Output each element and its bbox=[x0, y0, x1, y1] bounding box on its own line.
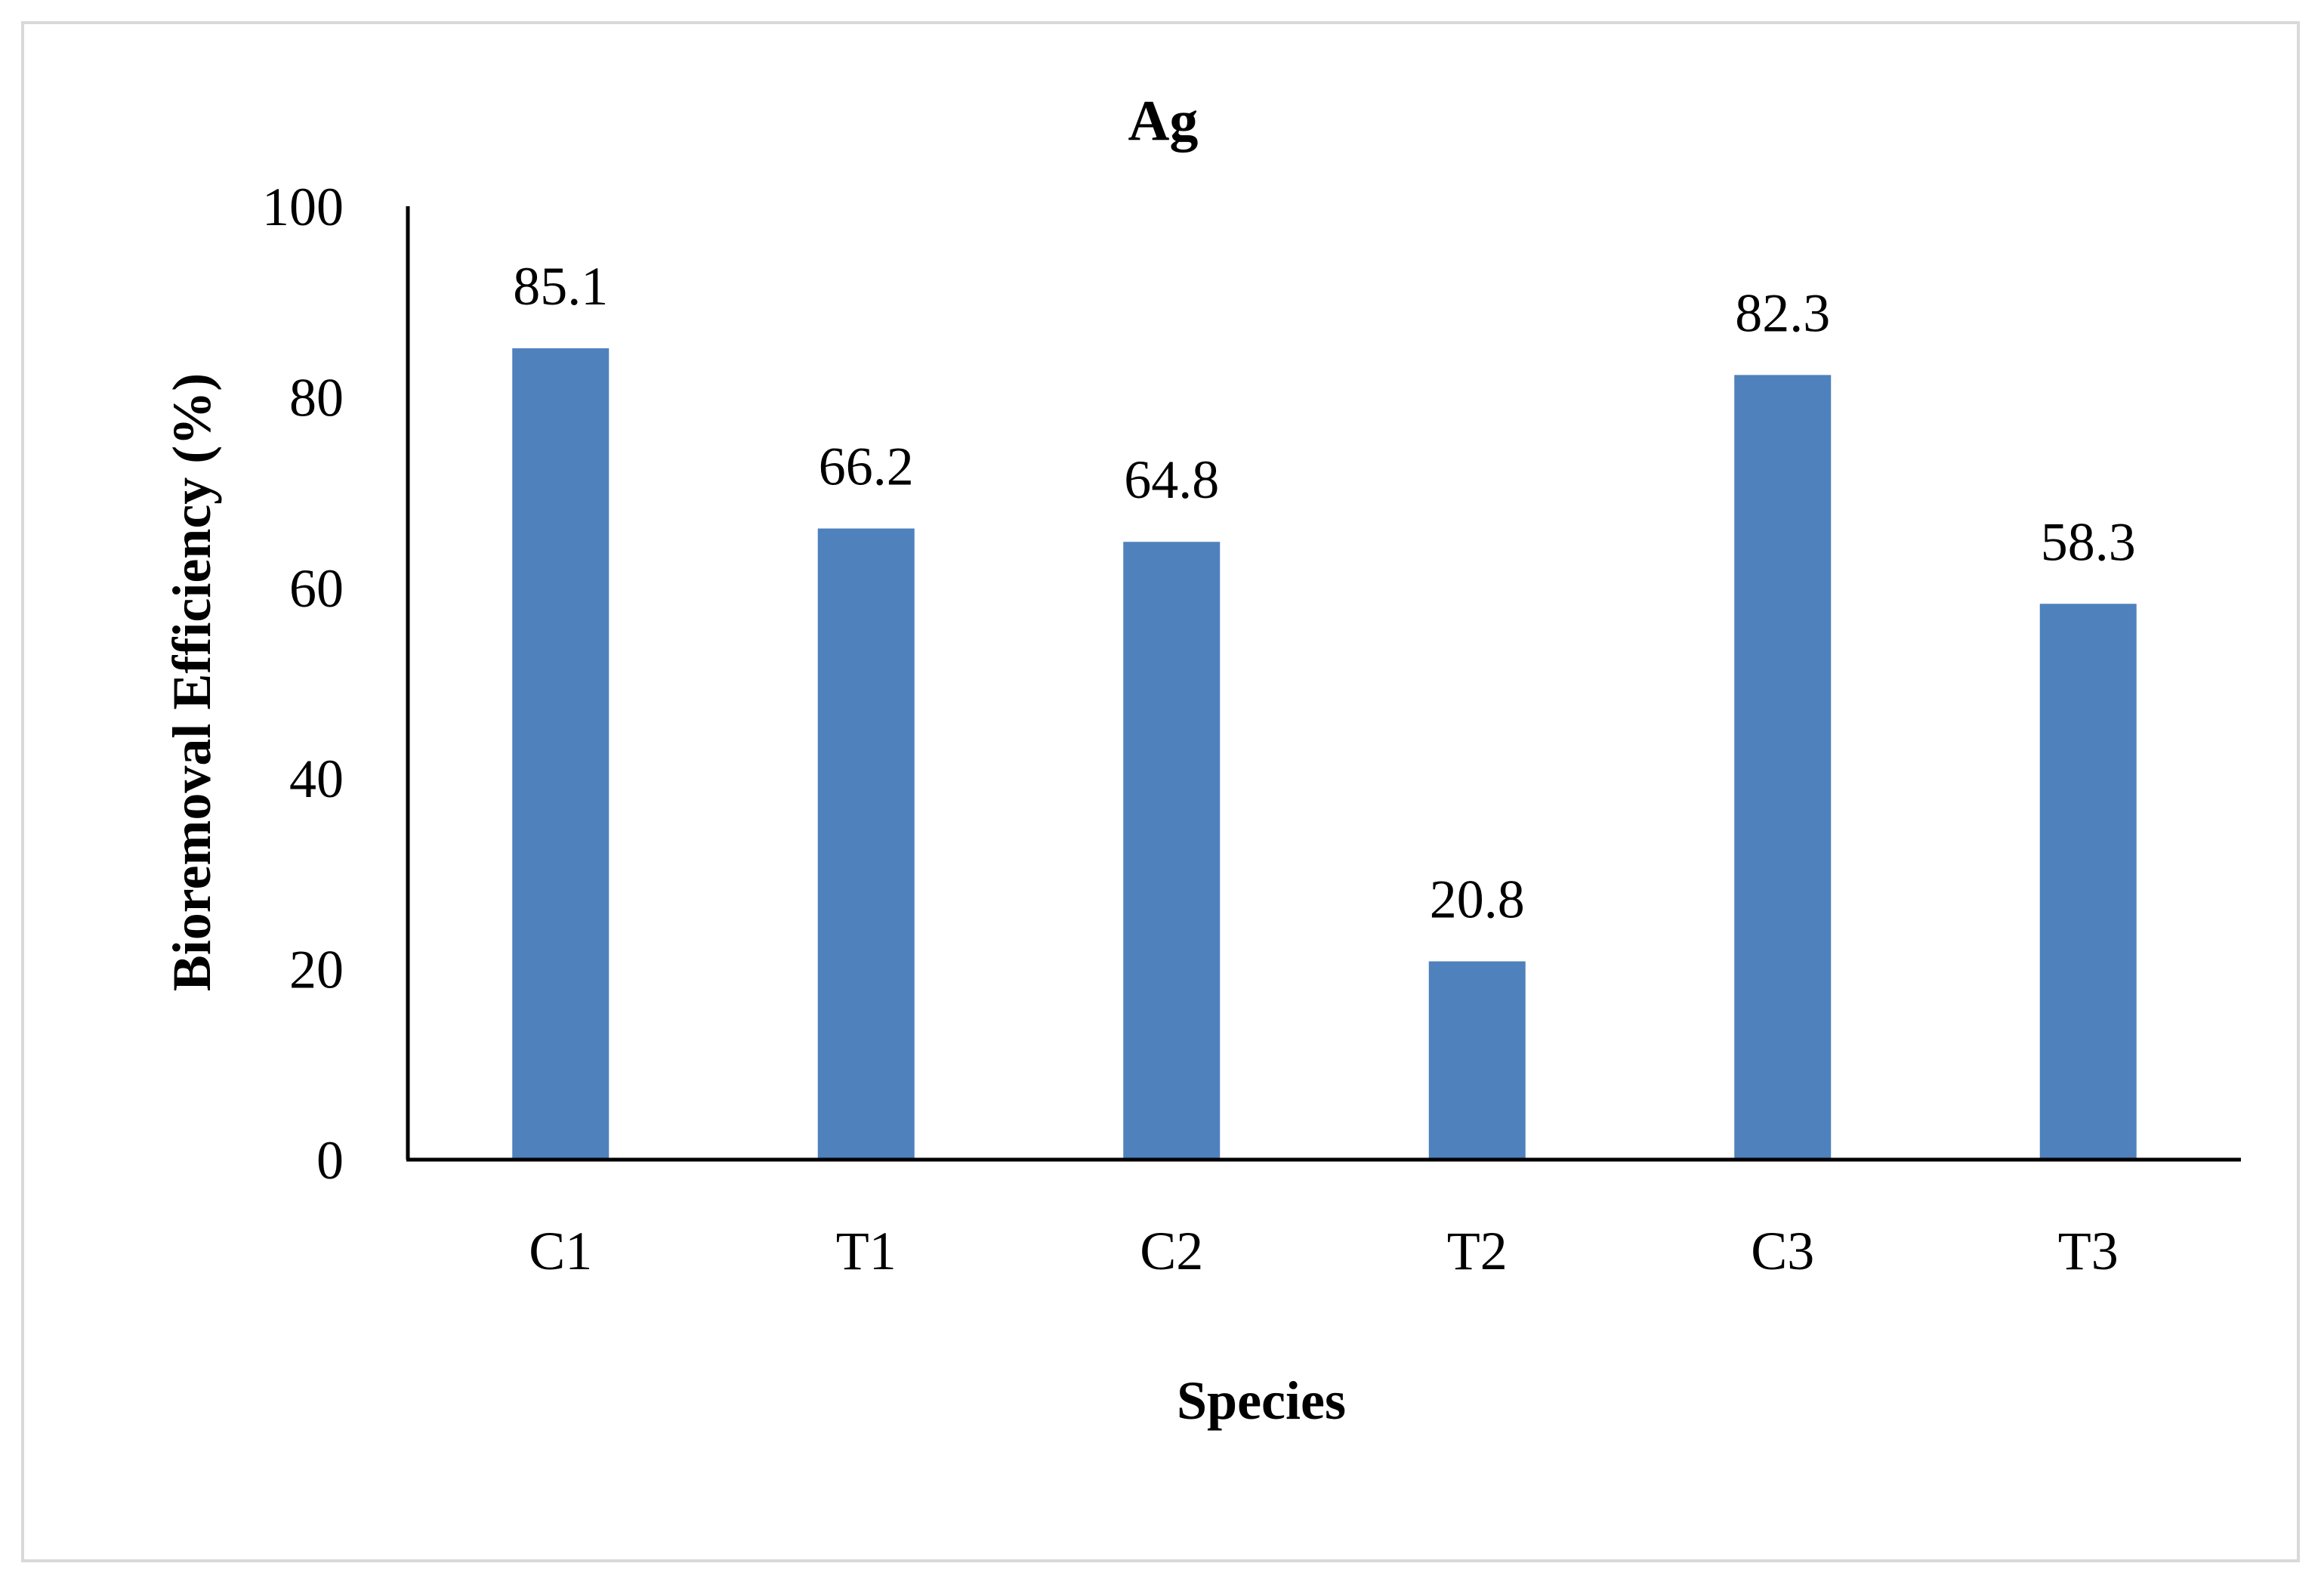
bar-t1 bbox=[817, 528, 915, 1160]
y-tick-label: 60 bbox=[289, 558, 344, 619]
x-tick-label: T1 bbox=[836, 1221, 897, 1281]
y-tick-label: 80 bbox=[289, 367, 344, 428]
y-axis-label: Bioremoval Efficiency (%) bbox=[162, 373, 222, 991]
bar-c3 bbox=[1734, 375, 1832, 1160]
data-label-c3: 82.3 bbox=[1735, 283, 1830, 343]
data-label-c1: 85.1 bbox=[513, 256, 608, 317]
x-tick-label: C2 bbox=[1140, 1221, 1203, 1281]
data-labels-group: 85.1 66.2 64.8 20.8 82.3 58.3 bbox=[513, 256, 2136, 929]
y-axis-ticks: 0 20 40 60 80 100 bbox=[262, 177, 344, 1191]
bars-group bbox=[512, 348, 2137, 1160]
data-label-t3: 58.3 bbox=[2041, 511, 2136, 572]
y-tick-label: 20 bbox=[289, 940, 344, 1000]
x-tick-label: C1 bbox=[529, 1221, 592, 1281]
bar-c1 bbox=[512, 348, 610, 1160]
data-label-c2: 64.8 bbox=[1124, 450, 1219, 510]
data-label-t2: 20.8 bbox=[1430, 870, 1525, 930]
data-label-t1: 66.2 bbox=[819, 437, 914, 497]
x-tick-label: T3 bbox=[2058, 1221, 2119, 1281]
y-tick-label: 0 bbox=[316, 1130, 344, 1191]
x-tick-label: C3 bbox=[1751, 1221, 1814, 1281]
bar-c2 bbox=[1123, 542, 1221, 1160]
y-tick-label: 40 bbox=[289, 749, 344, 809]
y-tick-label: 100 bbox=[262, 177, 344, 237]
x-axis-ticks: C1 T1 C2 T2 C3 T3 bbox=[529, 1221, 2119, 1281]
chart-title: Ag bbox=[1128, 89, 1199, 153]
bar-t2 bbox=[1428, 961, 1526, 1160]
x-tick-label: T2 bbox=[1447, 1221, 1508, 1281]
x-axis-label: Species bbox=[1177, 1370, 1346, 1431]
bar-t3 bbox=[2039, 604, 2137, 1160]
